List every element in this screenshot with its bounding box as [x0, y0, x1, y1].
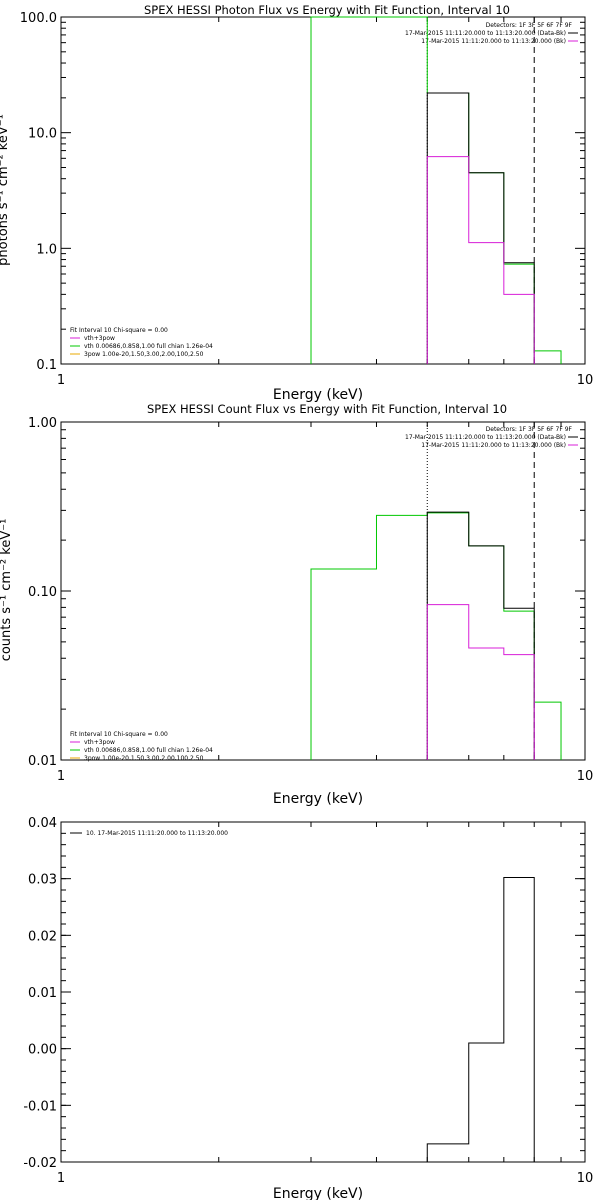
photon-flux-legend-label-2: vth 0.00686,0.858,1.00 full chian 1.26e-…: [84, 343, 213, 350]
count-flux-frame: [60, 421, 586, 761]
count-flux-y-tick-label: 0.10: [28, 585, 57, 600]
residual-x-tick-label: 10: [577, 1171, 594, 1186]
photon-flux-series-3: [426, 156, 535, 364]
count-flux-plot: 1 10 0.01 0.10 1.00: [28, 416, 593, 784]
photon-flux-info: Detectors: 1F 3F 5F 6F 7F 9F 17-Mar-2015…: [405, 22, 578, 45]
photon-flux-series-2: [426, 92, 535, 364]
count-flux-detectors: Detectors: 1F 3F 5F 6F 7F 9F: [486, 426, 573, 433]
count-flux-legend-label-1: vth+3pow: [84, 739, 115, 746]
photon-flux-panel: SPEX HESSI Photon Flux vs Energy with Fi…: [0, 3, 578, 403]
residual-x-tick-label: 1: [57, 1171, 65, 1186]
residual-y-tick-label: 0.02: [28, 929, 57, 944]
count-flux-panel: SPEX HESSI Count Flux vs Energy with Fit…: [0, 402, 578, 807]
residual-y-tick-label: 0.04: [28, 816, 57, 831]
residual-y-tick-label: 0.03: [28, 873, 57, 888]
count-flux-y-axis-label: counts s⁻¹ cm⁻² keV⁻¹: [0, 519, 14, 662]
count-flux-legend-label-3: 3pow 1.00e-20,1.50,3.00,2.00,100,2.50: [84, 755, 204, 762]
photon-flux-x-tick-label: 10: [577, 373, 594, 388]
photon-flux-series-1: [310, 16, 562, 364]
count-flux-info: Detectors: 1F 3F 5F 6F 7F 9F 17-Mar-2015…: [405, 426, 578, 449]
photon-flux-plot: 1 10 0.1 1.0 10.0 100.0: [20, 11, 593, 388]
photon-flux-y-tick-label: 10.0: [28, 127, 57, 142]
count-flux-x-tick-label: 1: [57, 769, 65, 784]
photon-flux-frame: [60, 16, 586, 365]
photon-flux-y-tick-label: 100.0: [20, 11, 57, 26]
photon-flux-legend-label-1: vth+3pow: [84, 335, 115, 342]
count-flux-x-tick-label: 10: [577, 769, 594, 784]
count-flux-legend-label-2: vth 0.00686,0.858,1.00 full chian 1.26e-…: [84, 747, 213, 754]
residual-x-axis-label: Energy (keV): [273, 1186, 363, 1200]
count-flux-time-bk: 17-Mar-2015 11:11:20.000 to 11:13:20.000…: [421, 442, 566, 449]
count-flux-y-tick-label: 1.00: [28, 416, 57, 431]
photon-flux-time-data: 17-Mar-2015 11:11:20.000 to 11:13:20.000…: [405, 30, 566, 37]
count-flux-title: SPEX HESSI Count Flux vs Energy with Fit…: [147, 402, 507, 416]
count-flux-series-1: [310, 512, 562, 760]
residual-legend-label: 10. 17-Mar-2015 11:11:20.000 to 11:13:20…: [86, 830, 228, 837]
photon-flux-y-axis-label: photons s⁻¹ cm⁻² keV⁻¹: [0, 114, 11, 266]
photon-flux-detectors: Detectors: 1F 3F 5F 6F 7F 9F: [486, 22, 573, 29]
residual-frame: [60, 821, 586, 1163]
count-flux-legend-header: Fit Interval 10 Chi-square = 0.00: [70, 731, 168, 738]
count-flux-series-2: [426, 511, 535, 760]
photon-flux-y-tick-label: 1.0: [36, 242, 57, 257]
photon-flux-legend-label-3: 3pow 1.00e-20,1.50,3.00,2.00,100,2.50: [84, 351, 204, 358]
photon-flux-legend-header: Fit Interval 10 Chi-square = 0.00: [70, 327, 168, 334]
photon-flux-x-tick-label: 1: [57, 373, 65, 388]
count-flux-y-tick-label: 0.01: [28, 754, 57, 769]
residual-series-1: [426, 877, 535, 1162]
residual-y-tick-label: 0.00: [28, 1043, 57, 1058]
residual-y-tick-label: -0.01: [23, 1099, 57, 1114]
count-flux-time-data: 17-Mar-2015 11:11:20.000 to 11:13:20.000…: [405, 434, 566, 441]
count-flux-x-axis-label: Energy (keV): [273, 791, 363, 807]
residual-legend: 10. 17-Mar-2015 11:11:20.000 to 11:13:20…: [70, 830, 228, 837]
residual-panel: 10. 17-Mar-2015 11:11:20.000 to 11:13:20…: [70, 830, 363, 1200]
photon-flux-x-axis-label: Energy (keV): [273, 387, 363, 403]
photon-flux-time-bk: 17-Mar-2015 11:11:20.000 to 11:13:20.000…: [421, 38, 566, 45]
count-flux-series-3: [426, 604, 535, 760]
residual-plot: 1 10 -0.02 -0.01 0.00 0.01 0.02 0.03 0.04: [23, 816, 593, 1186]
photon-flux-legend: Fit Interval 10 Chi-square = 0.00 vth+3p…: [70, 327, 213, 358]
count-flux-legend: Fit Interval 10 Chi-square = 0.00 vth+3p…: [70, 731, 213, 762]
photon-flux-title: SPEX HESSI Photon Flux vs Energy with Fi…: [144, 3, 510, 17]
residual-y-tick-label: 0.01: [28, 986, 57, 1001]
residual-y-tick-label: -0.02: [23, 1156, 57, 1171]
photon-flux-y-tick-label: 0.1: [36, 358, 57, 373]
